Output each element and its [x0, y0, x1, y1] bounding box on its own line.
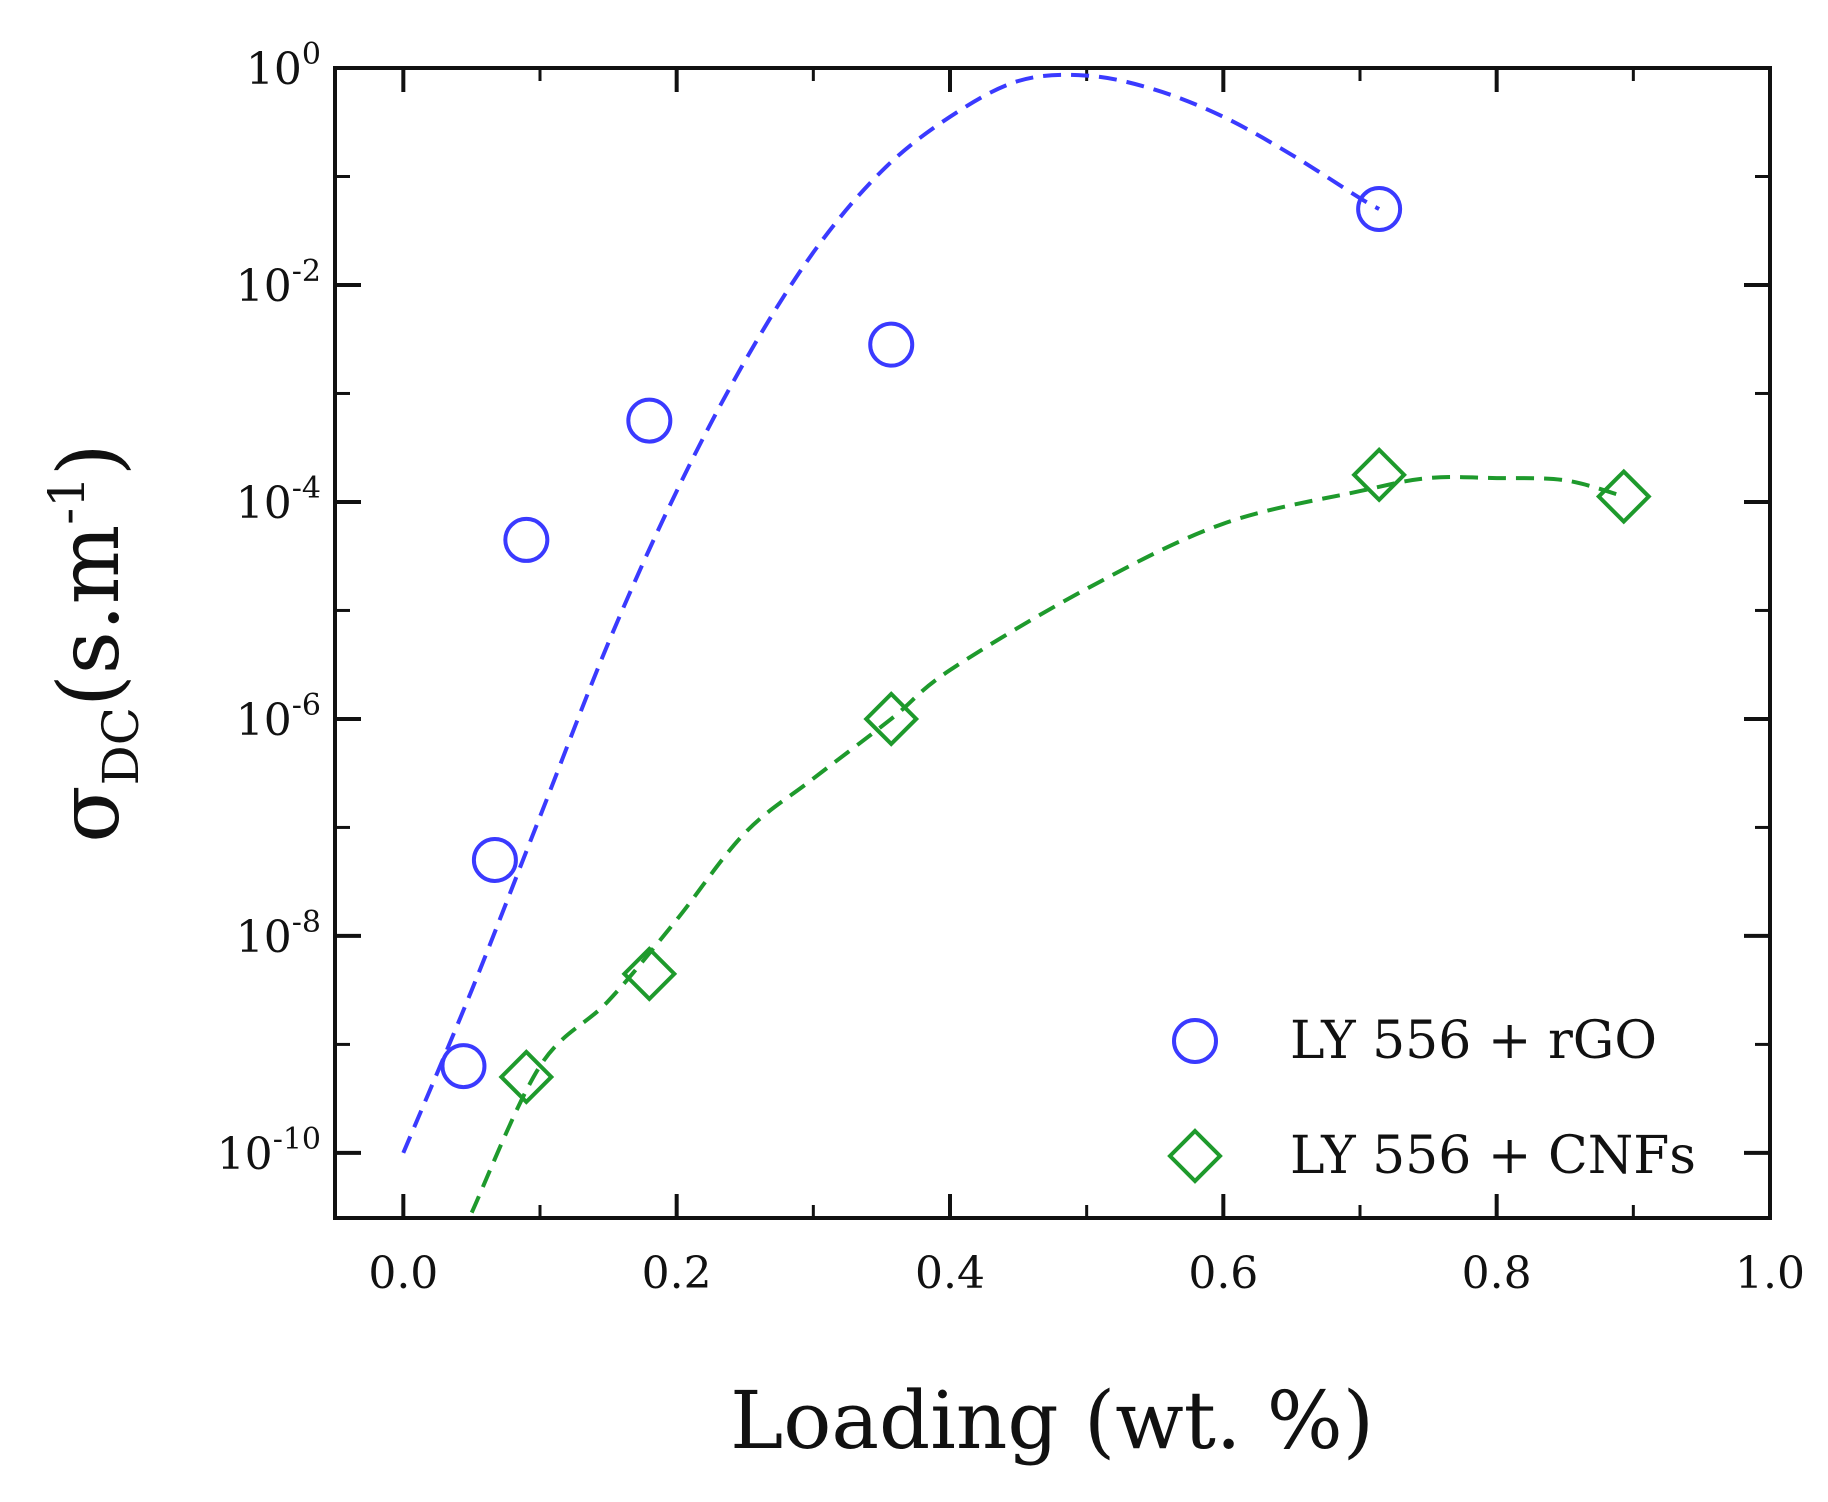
plot-frame — [333, 66, 1772, 1220]
point-cnfs — [498, 1049, 555, 1105]
y-tick-label: 10-10 — [217, 1122, 321, 1180]
x-tick-label: 1.0 — [1735, 1248, 1805, 1299]
axis-ticks — [335, 66, 1772, 1218]
x-tick-label: 0.6 — [1188, 1248, 1258, 1299]
legend-marker-cnfs — [1167, 1128, 1223, 1184]
y-tick-label: 10-2 — [236, 254, 321, 312]
point-cnfs — [1595, 468, 1652, 525]
y-tick-label: 10-6 — [236, 688, 321, 746]
point-rgo — [626, 397, 673, 444]
point-rgo — [1356, 186, 1403, 233]
y-axis-title: σDC(s.m-1) — [38, 443, 150, 842]
x-tick-labels: 0.0 0.2 0.4 0.6 0.8 1.0 — [368, 1248, 1805, 1299]
y-tick-exponent: 0 — [302, 37, 321, 72]
y-tick-base: 10 — [236, 261, 292, 312]
y-axis-unit-close: ) — [40, 443, 138, 476]
y-axis-subscript: DC — [92, 707, 150, 785]
y-tick-base: 10 — [246, 44, 302, 95]
data-points — [440, 186, 1652, 1105]
y-tick-exponent: -2 — [292, 254, 321, 289]
x-tick-label: 0.0 — [368, 1248, 438, 1299]
fit-line-rgo — [401, 72, 1381, 1154]
point-cnfs — [621, 946, 678, 1002]
y-tick-base: 10 — [236, 912, 292, 963]
x-tick-label: 0.4 — [915, 1248, 985, 1299]
y-tick-exponent: -8 — [292, 905, 321, 940]
fit-lines — [401, 72, 1625, 1214]
y-axis-unit-open: (s.m — [40, 525, 138, 707]
x-tick-label: 0.2 — [642, 1248, 712, 1299]
legend-marker-rgo — [1172, 1018, 1218, 1064]
y-tick-base: 10 — [236, 478, 292, 529]
x-axis-title: Loading (wt. %) — [730, 1374, 1374, 1467]
legend-label-rgo: LY 556 + rGO — [1290, 1011, 1657, 1071]
x-tick-label: 0.8 — [1462, 1248, 1532, 1299]
y-tick-label: 10-8 — [236, 905, 321, 963]
y-tick-label: 10-4 — [236, 471, 321, 529]
point-cnfs — [1351, 447, 1407, 503]
point-cnfs — [863, 691, 920, 747]
fit-line-cnfs — [469, 475, 1625, 1214]
legend: LY 556 + rGO LY 556 + CNFs — [1167, 1011, 1696, 1186]
y-tick-label: 100 — [246, 37, 321, 95]
y-axis-symbol: σ — [40, 785, 138, 842]
y-tick-base: 10 — [217, 1129, 273, 1180]
point-rgo — [868, 321, 915, 368]
y-tick-exponent: -6 — [292, 688, 321, 723]
y-axis-unit-exp: -1 — [38, 476, 96, 525]
point-rgo — [471, 836, 518, 883]
y-tick-exponent: -4 — [292, 471, 321, 506]
svg-text:σDC(s.m-1): σDC(s.m-1) — [38, 443, 150, 842]
legend-label-cnfs: LY 556 + CNFs — [1290, 1126, 1696, 1186]
point-rgo — [440, 1043, 487, 1090]
y-tick-exponent: -10 — [273, 1122, 321, 1157]
y-tick-base: 10 — [236, 695, 292, 746]
point-rgo — [503, 516, 550, 563]
